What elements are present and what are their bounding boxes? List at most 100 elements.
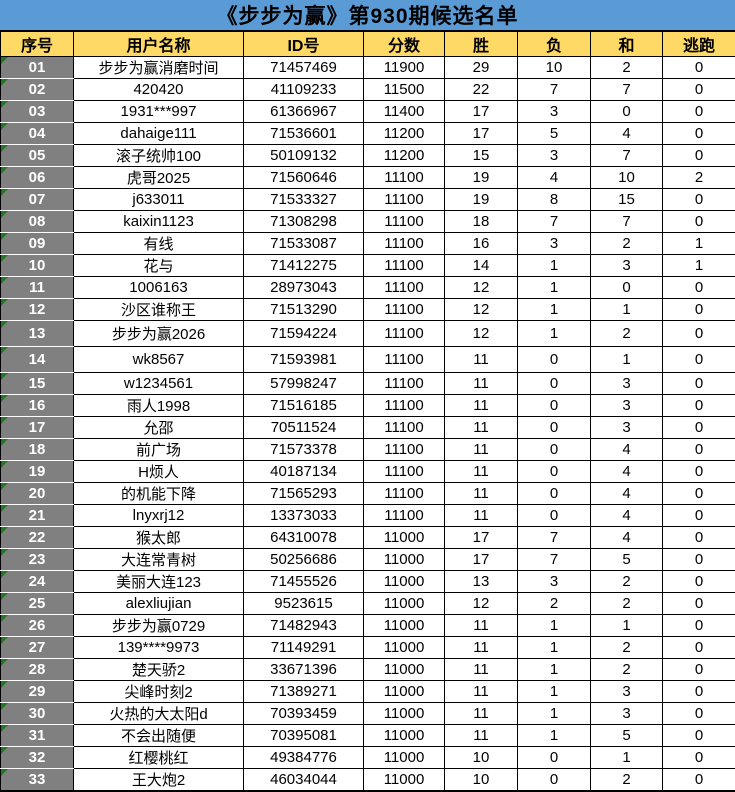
cell-win[interactable]: 17 (445, 123, 518, 145)
cell-no[interactable]: 07 (1, 189, 74, 211)
cell-name[interactable]: 红樱桃红 (74, 747, 244, 769)
cell-name[interactable]: j633011 (74, 189, 244, 211)
cell-score[interactable]: 11000 (364, 549, 445, 571)
cell-escape[interactable]: 0 (663, 417, 735, 439)
cell-name[interactable]: 420420 (74, 79, 244, 101)
cell-escape[interactable]: 1 (663, 255, 735, 277)
cell-loss[interactable]: 7 (518, 527, 591, 549)
cell-no[interactable]: 21 (1, 505, 74, 527)
cell-win[interactable]: 11 (445, 659, 518, 681)
cell-loss[interactable]: 1 (518, 615, 591, 637)
cell-draw[interactable]: 3 (591, 681, 663, 703)
cell-win[interactable]: 11 (445, 505, 518, 527)
cell-id[interactable]: 49384776 (244, 747, 364, 769)
cell-name[interactable]: 允邵 (74, 417, 244, 439)
cell-draw[interactable]: 7 (591, 79, 663, 101)
cell-loss[interactable]: 0 (518, 461, 591, 483)
cell-no[interactable]: 01 (1, 57, 74, 79)
cell-score[interactable]: 11100 (364, 461, 445, 483)
cell-win[interactable]: 11 (445, 347, 518, 373)
cell-loss[interactable]: 1 (518, 725, 591, 747)
cell-loss[interactable]: 1 (518, 321, 591, 347)
cell-score[interactable]: 11000 (364, 703, 445, 725)
cell-id[interactable]: 9523615 (244, 593, 364, 615)
cell-no[interactable]: 09 (1, 233, 74, 255)
cell-escape[interactable]: 0 (663, 681, 735, 703)
cell-escape[interactable]: 0 (663, 461, 735, 483)
cell-loss[interactable]: 0 (518, 505, 591, 527)
cell-id[interactable]: 71308298 (244, 211, 364, 233)
cell-escape[interactable]: 0 (663, 57, 735, 79)
cell-draw[interactable]: 2 (591, 593, 663, 615)
cell-name[interactable]: 大连常青树 (74, 549, 244, 571)
cell-id[interactable]: 71593981 (244, 347, 364, 373)
cell-name[interactable]: 楚天骄2 (74, 659, 244, 681)
cell-loss[interactable]: 1 (518, 277, 591, 299)
cell-score[interactable]: 11100 (364, 233, 445, 255)
cell-draw[interactable]: 2 (591, 57, 663, 79)
cell-loss[interactable]: 7 (518, 549, 591, 571)
cell-draw[interactable]: 4 (591, 505, 663, 527)
cell-win[interactable]: 11 (445, 417, 518, 439)
col-header-id[interactable]: ID号 (244, 32, 364, 57)
cell-draw[interactable]: 0 (591, 101, 663, 123)
cell-name[interactable]: 1931***997 (74, 101, 244, 123)
cell-id[interactable]: 28973043 (244, 277, 364, 299)
cell-id[interactable]: 71513290 (244, 299, 364, 321)
cell-id[interactable]: 71573378 (244, 439, 364, 461)
cell-no[interactable]: 25 (1, 593, 74, 615)
cell-no[interactable]: 17 (1, 417, 74, 439)
cell-escape[interactable]: 0 (663, 277, 735, 299)
cell-win[interactable]: 12 (445, 277, 518, 299)
cell-no[interactable]: 23 (1, 549, 74, 571)
cell-win[interactable]: 12 (445, 321, 518, 347)
cell-no[interactable]: 19 (1, 461, 74, 483)
cell-escape[interactable]: 0 (663, 703, 735, 725)
cell-loss[interactable]: 3 (518, 101, 591, 123)
cell-name[interactable]: 不会出随便 (74, 725, 244, 747)
cell-loss[interactable]: 0 (518, 439, 591, 461)
cell-draw[interactable]: 2 (591, 637, 663, 659)
cell-name[interactable]: dahaige111 (74, 123, 244, 145)
cell-no[interactable]: 31 (1, 725, 74, 747)
cell-no[interactable]: 13 (1, 321, 74, 347)
cell-no[interactable]: 16 (1, 395, 74, 417)
cell-score[interactable]: 11000 (364, 747, 445, 769)
cell-loss[interactable]: 0 (518, 347, 591, 373)
cell-name[interactable]: 火热的大太阳d (74, 703, 244, 725)
cell-name[interactable]: kaixin1123 (74, 211, 244, 233)
cell-win[interactable]: 18 (445, 211, 518, 233)
cell-draw[interactable]: 4 (591, 123, 663, 145)
cell-win[interactable]: 11 (445, 615, 518, 637)
cell-draw[interactable]: 5 (591, 725, 663, 747)
cell-loss[interactable]: 7 (518, 211, 591, 233)
cell-id[interactable]: 71516185 (244, 395, 364, 417)
cell-win[interactable]: 17 (445, 549, 518, 571)
cell-loss[interactable]: 1 (518, 659, 591, 681)
col-header-draws[interactable]: 和 (591, 32, 663, 57)
cell-name[interactable]: alexliujian (74, 593, 244, 615)
cell-no[interactable]: 06 (1, 167, 74, 189)
cell-no[interactable]: 04 (1, 123, 74, 145)
cell-loss[interactable]: 0 (518, 483, 591, 505)
col-header-username[interactable]: 用户名称 (74, 32, 244, 57)
cell-no[interactable]: 26 (1, 615, 74, 637)
cell-loss[interactable]: 1 (518, 299, 591, 321)
cell-id[interactable]: 71412275 (244, 255, 364, 277)
cell-id[interactable]: 70395081 (244, 725, 364, 747)
cell-loss[interactable]: 1 (518, 681, 591, 703)
cell-loss[interactable]: 0 (518, 373, 591, 395)
cell-win[interactable]: 10 (445, 747, 518, 769)
cell-win[interactable]: 11 (445, 703, 518, 725)
cell-draw[interactable]: 4 (591, 527, 663, 549)
cell-name[interactable]: 滚子统帅100 (74, 145, 244, 167)
cell-win[interactable]: 16 (445, 233, 518, 255)
cell-score[interactable]: 11100 (364, 417, 445, 439)
cell-escape[interactable]: 1 (663, 233, 735, 255)
cell-win[interactable]: 15 (445, 145, 518, 167)
cell-draw[interactable]: 3 (591, 703, 663, 725)
cell-id[interactable]: 40187134 (244, 461, 364, 483)
cell-name[interactable]: H烦人 (74, 461, 244, 483)
cell-id[interactable]: 57998247 (244, 373, 364, 395)
cell-escape[interactable]: 0 (663, 549, 735, 571)
